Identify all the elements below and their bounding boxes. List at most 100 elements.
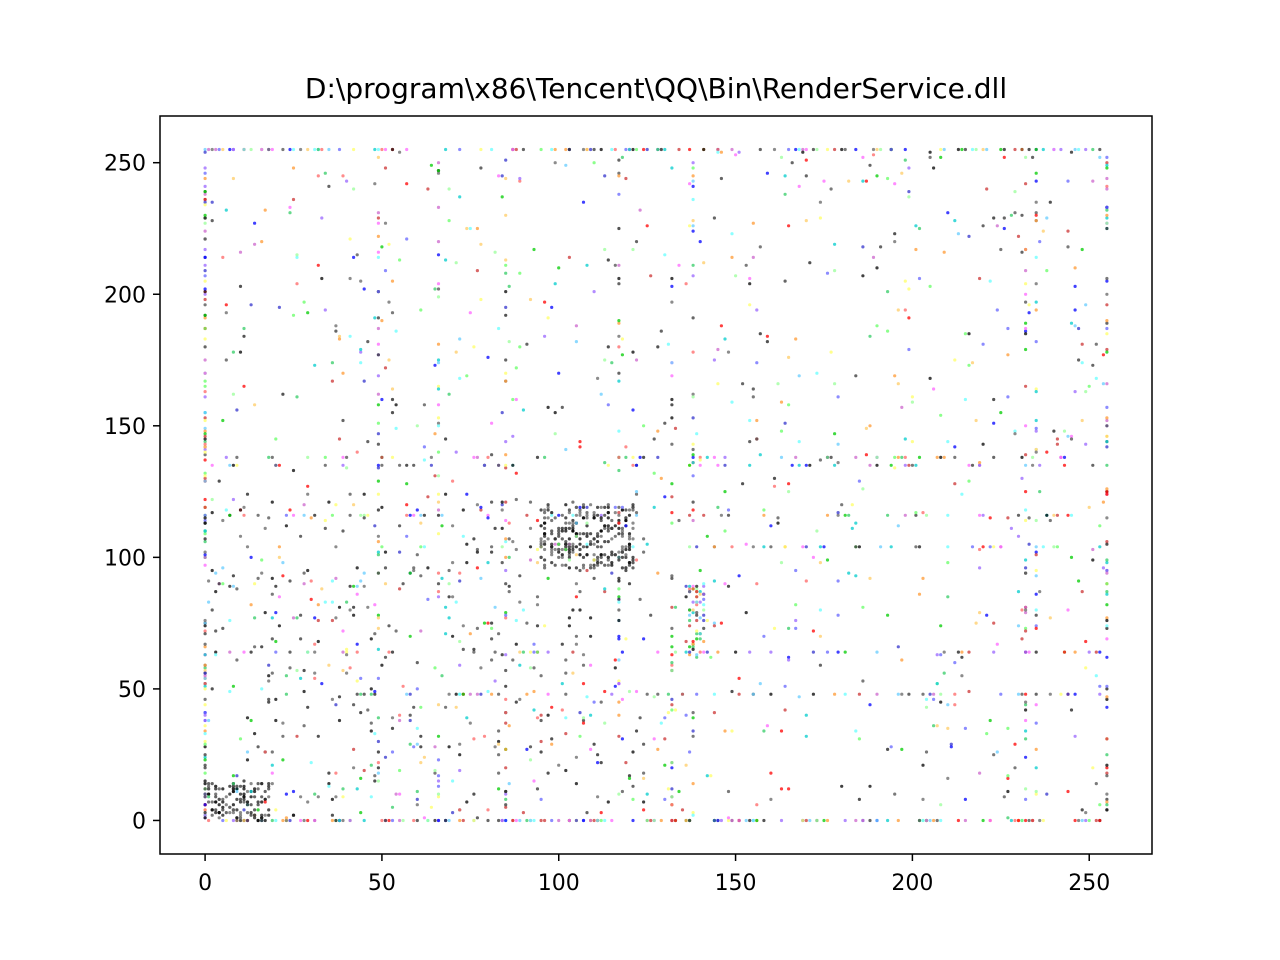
- data-point: [221, 813, 225, 817]
- data-point: [203, 426, 207, 430]
- data-point: [932, 697, 936, 702]
- data-point: [341, 463, 345, 467]
- data-point: [291, 513, 296, 517]
- data-point: [504, 805, 508, 809]
- data-point: [288, 147, 292, 152]
- data-point: [1024, 700, 1028, 704]
- data-point: [610, 518, 614, 523]
- data-point: [1002, 216, 1006, 220]
- data-point: [436, 582, 441, 586]
- data-point: [217, 816, 221, 820]
- data-point: [352, 613, 356, 617]
- data-point: [578, 513, 582, 517]
- data-point: [1038, 240, 1042, 244]
- data-point: [302, 668, 306, 673]
- data-point: [613, 534, 617, 538]
- data-point: [249, 603, 253, 607]
- data-point: [376, 216, 380, 220]
- data-point: [744, 263, 748, 267]
- data-point: [504, 176, 508, 181]
- data-point: [794, 568, 798, 573]
- data-point: [670, 374, 674, 378]
- data-point: [581, 532, 586, 536]
- data-point: [935, 724, 939, 728]
- data-point: [1034, 213, 1038, 217]
- data-point: [277, 545, 281, 549]
- data-point: [369, 763, 373, 767]
- data-point: [263, 611, 267, 615]
- data-point: [242, 505, 246, 509]
- data-point: [228, 784, 232, 788]
- data-point: [917, 226, 922, 231]
- data-point: [369, 637, 373, 641]
- data-point: [606, 526, 610, 531]
- data-point: [797, 147, 801, 152]
- data-point: [567, 566, 572, 570]
- data-point: [383, 655, 388, 659]
- data-point: [684, 282, 688, 286]
- data-point: [631, 147, 635, 152]
- data-point: [808, 818, 812, 823]
- data-point: [203, 200, 207, 204]
- data-point: [645, 818, 649, 823]
- data-point: [458, 663, 462, 667]
- data-point: [571, 513, 575, 517]
- data-point: [468, 692, 472, 696]
- data-point: [992, 650, 996, 654]
- data-point: [221, 787, 225, 791]
- data-point: [861, 245, 865, 249]
- data-point: [415, 803, 419, 807]
- data-point: [868, 818, 872, 823]
- data-point: [274, 650, 278, 654]
- data-point: [709, 774, 713, 778]
- data-point: [581, 563, 586, 567]
- data-point: [631, 508, 635, 512]
- data-point: [942, 671, 946, 675]
- data-point: [688, 608, 692, 612]
- data-point: [617, 532, 621, 536]
- data-point: [539, 750, 543, 754]
- data-point: [373, 524, 377, 528]
- data-point: [352, 255, 356, 259]
- data-point: [532, 708, 536, 712]
- data-point: [726, 816, 731, 820]
- data-point: [921, 797, 925, 802]
- data-point: [291, 468, 296, 473]
- data-point: [380, 818, 384, 823]
- data-point: [1034, 300, 1038, 304]
- data-point: [578, 734, 582, 738]
- data-point: [504, 371, 508, 375]
- data-point: [716, 463, 720, 467]
- data-point: [260, 816, 264, 820]
- data-point: [677, 263, 681, 267]
- data-point: [500, 174, 504, 178]
- data-point: [691, 416, 695, 420]
- data-point: [366, 340, 370, 344]
- data-point: [203, 516, 207, 520]
- data-point: [214, 650, 218, 654]
- data-point: [253, 787, 257, 791]
- data-point: [596, 818, 600, 823]
- data-point: [688, 650, 692, 654]
- data-point: [337, 147, 342, 152]
- data-point: [313, 676, 317, 681]
- data-point: [313, 650, 317, 654]
- data-point: [1062, 455, 1067, 459]
- data-point: [465, 800, 469, 804]
- data-point: [560, 642, 564, 646]
- data-point: [447, 595, 451, 599]
- data-point: [316, 603, 320, 607]
- data-point: [461, 624, 465, 628]
- data-point: [928, 155, 932, 159]
- data-point: [638, 597, 642, 602]
- data-point: [203, 703, 207, 707]
- data-point: [691, 453, 695, 457]
- data-point: [907, 166, 911, 170]
- data-point: [670, 300, 674, 304]
- data-point: [543, 558, 547, 562]
- data-point: [535, 518, 540, 523]
- data-point: [578, 590, 582, 594]
- data-point: [1020, 213, 1024, 217]
- data-point: [691, 166, 695, 170]
- data-point: [1091, 363, 1095, 367]
